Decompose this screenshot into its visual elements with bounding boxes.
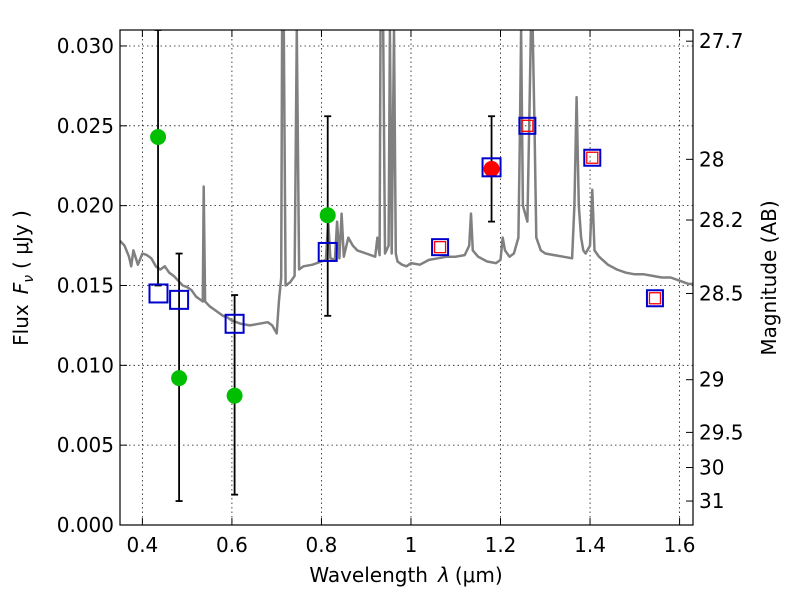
y-tick-label: 0.030 (57, 34, 114, 58)
x-tick-label: 1.6 (664, 533, 696, 557)
y-tick-label: 0.000 (57, 513, 114, 537)
model-square (148, 283, 169, 304)
model-square (317, 241, 338, 262)
grid (120, 30, 693, 526)
data-point (150, 128, 167, 145)
mag-tick-label: 30 (699, 456, 724, 480)
x-tick-label: 1 (405, 533, 418, 557)
model-square (169, 289, 190, 310)
data-point (226, 387, 243, 404)
plot-frame (119, 29, 694, 526)
mag-tick-label: 28 (699, 147, 724, 171)
data-point (171, 370, 188, 387)
plot-area (120, 30, 693, 502)
x-axis-title: Wavelength λ (μm) (309, 563, 502, 587)
spectrum-line (120, 30, 693, 335)
model-square-inner (433, 241, 447, 254)
mag-tick-label: 29 (699, 368, 724, 392)
ticks: 0.4 0.6 0.8 1 1.2 1.4 1.6 0.000 0.005 0.010 0.015 0… (57, 29, 744, 557)
x-tick-label: 1.2 (485, 533, 517, 557)
x-tick-label: 1.4 (574, 533, 606, 557)
x-tick-label: 0.6 (216, 533, 248, 557)
mag-tick-label: 28.2 (699, 208, 744, 232)
mag-tick-label: 31 (699, 489, 724, 513)
y-tick-label: 0.015 (57, 273, 114, 297)
y-axis-title: FluxFν( μJy ) (9, 210, 37, 346)
model-square (431, 238, 450, 257)
y-tick-label: 0.005 (57, 433, 114, 457)
model-square-inner (648, 292, 662, 305)
y-tick-label: 0.020 (57, 194, 114, 218)
data-point (319, 207, 336, 224)
model-square-inner (586, 151, 599, 164)
data-point (483, 160, 500, 177)
model-square (481, 157, 502, 178)
y-tick-label: 0.010 (57, 353, 114, 377)
mag-tick-label: 28.5 (699, 281, 744, 305)
y-tick-label: 0.025 (57, 114, 114, 138)
model-square (583, 148, 602, 167)
x-tick-label: 0.8 (306, 533, 338, 557)
model-square (518, 116, 537, 135)
mag-tick-label: 27.7 (699, 29, 744, 53)
model-square (645, 289, 664, 308)
model-square-inner (521, 119, 534, 132)
mag-tick-label: 29.5 (699, 420, 744, 444)
y2-axis-title: Magnitude (AB) (757, 200, 781, 355)
model-square (224, 313, 245, 334)
x-tick-label: 0.4 (126, 533, 158, 557)
